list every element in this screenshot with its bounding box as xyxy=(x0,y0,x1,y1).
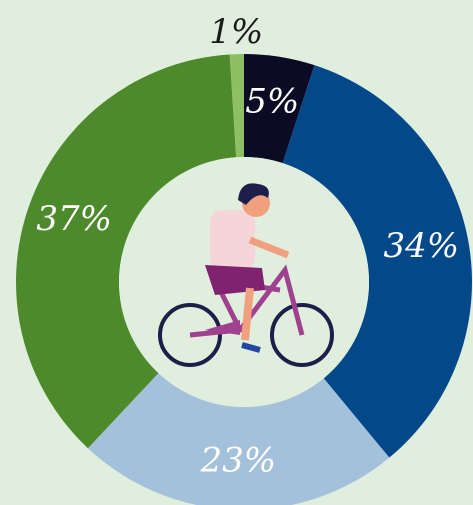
value-label: 5% xyxy=(245,82,299,122)
value-label: 34% xyxy=(384,226,460,266)
chart: 5% 34% 23% 37% 1% xyxy=(0,0,473,505)
value-label: 23% xyxy=(200,440,277,480)
leg xyxy=(245,288,250,340)
page: 5%34%23%37%1% (() => { const data = JSON… xyxy=(0,0,473,505)
shorts xyxy=(205,265,265,295)
value-label: 1% xyxy=(209,12,263,52)
shirt xyxy=(210,210,255,270)
value-label: 37% xyxy=(36,199,112,239)
